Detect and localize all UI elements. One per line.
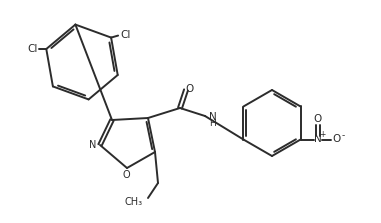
Text: CH₃: CH₃: [125, 197, 143, 207]
Text: +: +: [319, 130, 326, 139]
Text: H: H: [210, 120, 216, 128]
Text: O: O: [333, 134, 341, 145]
Text: O: O: [185, 84, 193, 94]
Text: N: N: [209, 112, 217, 122]
Text: Cl: Cl: [27, 44, 37, 54]
Text: -: -: [342, 131, 345, 140]
Text: N: N: [314, 134, 322, 145]
Text: Cl: Cl: [120, 30, 130, 39]
Text: O: O: [314, 114, 322, 124]
Text: N: N: [89, 140, 97, 150]
Text: O: O: [122, 170, 130, 180]
